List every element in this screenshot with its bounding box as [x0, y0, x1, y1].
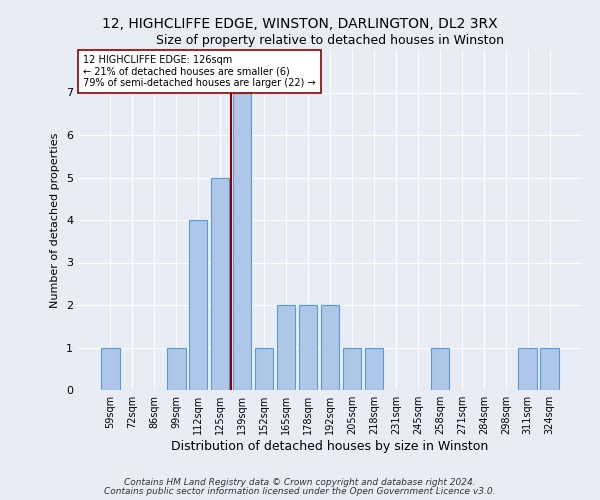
Bar — [431, 348, 449, 390]
Bar — [277, 305, 295, 390]
Text: Contains HM Land Registry data © Crown copyright and database right 2024.: Contains HM Land Registry data © Crown c… — [124, 478, 476, 487]
Bar — [233, 92, 251, 390]
Text: Contains public sector information licensed under the Open Government Licence v3: Contains public sector information licen… — [104, 486, 496, 496]
Bar — [101, 348, 119, 390]
Bar — [518, 348, 537, 390]
Bar — [167, 348, 185, 390]
Text: 12, HIGHCLIFFE EDGE, WINSTON, DARLINGTON, DL2 3RX: 12, HIGHCLIFFE EDGE, WINSTON, DARLINGTON… — [102, 18, 498, 32]
Bar — [365, 348, 383, 390]
X-axis label: Distribution of detached houses by size in Winston: Distribution of detached houses by size … — [172, 440, 488, 453]
Bar — [343, 348, 361, 390]
Bar — [541, 348, 559, 390]
Bar — [299, 305, 317, 390]
Bar — [189, 220, 208, 390]
Bar — [255, 348, 274, 390]
Bar — [211, 178, 229, 390]
Title: Size of property relative to detached houses in Winston: Size of property relative to detached ho… — [156, 34, 504, 48]
Y-axis label: Number of detached properties: Number of detached properties — [50, 132, 61, 308]
Text: 12 HIGHCLIFFE EDGE: 126sqm
← 21% of detached houses are smaller (6)
79% of semi-: 12 HIGHCLIFFE EDGE: 126sqm ← 21% of deta… — [83, 55, 316, 88]
Bar — [320, 305, 340, 390]
